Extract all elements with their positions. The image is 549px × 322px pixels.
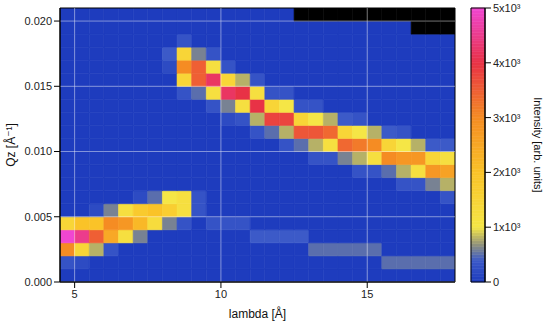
svg-text:15: 15 (361, 288, 373, 300)
svg-text:5x10³: 5x10³ (493, 2, 521, 14)
svg-text:0.005: 0.005 (24, 211, 52, 223)
svg-text:2x10³: 2x10³ (493, 166, 521, 178)
svg-text:3x10³: 3x10³ (493, 112, 521, 124)
svg-text:4x10³: 4x10³ (493, 57, 521, 69)
svg-text:10: 10 (215, 288, 227, 300)
svg-text:0.020: 0.020 (24, 15, 52, 27)
svg-text:0.000: 0.000 (24, 276, 52, 288)
svg-text:0: 0 (493, 276, 499, 288)
svg-text:0.010: 0.010 (24, 145, 52, 157)
svg-text:5: 5 (72, 288, 78, 300)
svg-text:Intensity [arb. units]: Intensity [arb. units] (532, 97, 544, 192)
svg-text:1x10³: 1x10³ (493, 221, 521, 233)
svg-text:Qz [Å⁻¹]: Qz [Å⁻¹] (3, 123, 18, 167)
svg-text:lambda [Å]: lambda [Å] (229, 306, 286, 321)
svg-text:0.015: 0.015 (24, 80, 52, 92)
